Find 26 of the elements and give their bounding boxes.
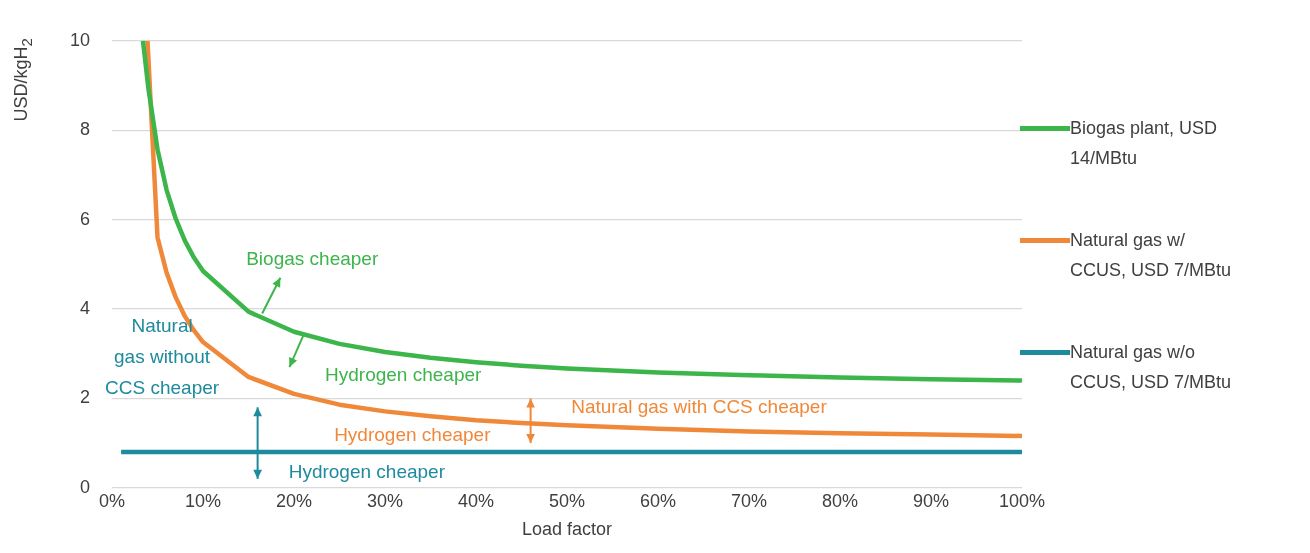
y-tick-label: 6 [80,208,91,229]
legend-label: Biogas plant, USD 14/MBtu [1070,117,1219,170]
y-tick-label: 0 [80,476,91,497]
x-tick-label: 40% [457,490,495,511]
x-tick-label: 60% [639,490,677,511]
y-tick-label: 4 [80,297,91,318]
x-tick-label: 50% [548,490,586,511]
x-tick-label: 0% [99,490,126,511]
x-tick-label: 30% [366,490,404,511]
y-tick-label: 2 [80,387,91,408]
x-tick-label: 100% [998,490,1045,511]
x-tick-label: 10% [185,490,222,511]
x-tick-label: 90% [912,490,949,511]
y-tick-label: 10 [69,29,91,50]
legend-label: Natural gas w/o CCUS, USD 7/MBtu [1070,341,1233,394]
annotation: Hydrogen cheaper [288,461,446,483]
x-axis-title: Load factor [521,519,613,540]
annotation: Biogas cheaper [246,248,379,270]
x-tick-label: 80% [821,490,859,511]
annotation: Hydrogen cheaper [334,423,492,445]
y-tick-label: 8 [80,119,91,140]
x-tick-label: 20% [276,490,313,511]
annotation: Hydrogen cheaper [325,364,483,386]
legend-label: Natural gas w/ CCUS, USD 7/MBtu [1070,229,1233,282]
x-tick-label: 70% [730,490,768,511]
annotation: Natural gas with CCS cheaper [571,395,828,417]
